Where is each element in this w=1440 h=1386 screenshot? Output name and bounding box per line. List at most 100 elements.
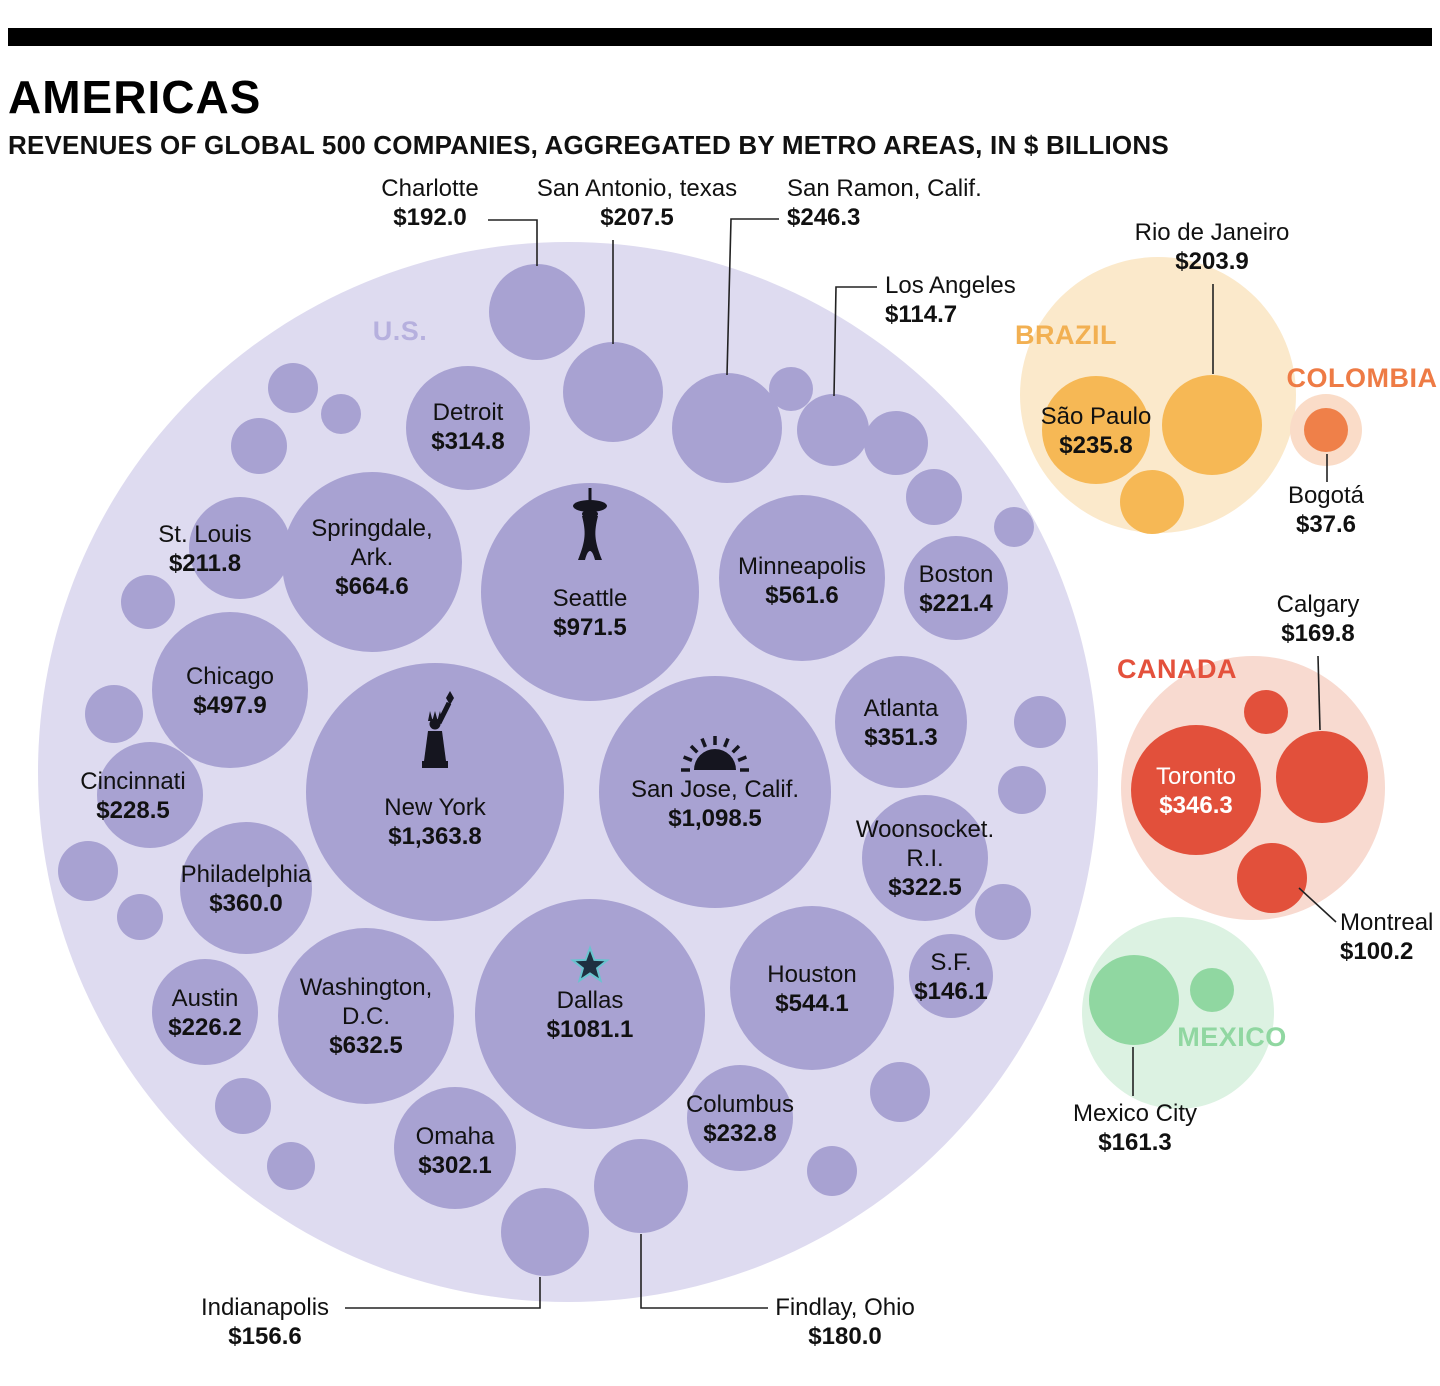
bubble-name-chicago: Chicago — [186, 663, 274, 690]
group-label-mexico: MEXICO — [1177, 1022, 1287, 1052]
bubble-boston — [904, 536, 1008, 640]
leader-line-indianapolis — [345, 1277, 541, 1309]
bubble-unlabeled — [998, 766, 1046, 814]
bubble-houston — [730, 906, 894, 1070]
bubble-name-montreal: Montreal — [1340, 909, 1433, 936]
bubble-name-philadelphia: Philadelphia — [181, 861, 312, 888]
bubble-value-san-jose-calif: $1,098.5 — [668, 805, 761, 832]
bubble-unlabeled — [117, 894, 163, 940]
bubble-value-s-o-paulo: $235.8 — [1059, 432, 1132, 459]
group-label-us: U.S. — [373, 316, 428, 346]
bubble-value-bogot: $37.6 — [1296, 511, 1356, 538]
bubble-name-bogot: Bogotá — [1288, 482, 1365, 509]
bubble-name-washington-d-c: Washington, — [300, 974, 433, 1001]
bubble-unlabeled — [1120, 470, 1184, 534]
bubble-unlabeled — [231, 418, 287, 474]
bubble-bogot — [1304, 408, 1348, 452]
bubble-philadelphia — [180, 822, 312, 954]
bubble-name-austin: Austin — [172, 985, 239, 1012]
bubble-name-detroit: Detroit — [433, 399, 504, 426]
bubble-value-columbus: $232.8 — [703, 1120, 776, 1147]
bubble-unlabeled — [121, 575, 175, 629]
bubble-name-los-angeles: Los Angeles — [885, 272, 1016, 299]
bubble-unlabeled — [906, 469, 962, 525]
bubble-value-springdale-ark: $664.6 — [335, 573, 408, 600]
bubble-columbus — [687, 1065, 793, 1171]
bubble-value-detroit: $314.8 — [431, 428, 504, 455]
bubble-detroit — [406, 366, 530, 490]
bubble-value-houston: $544.1 — [775, 990, 848, 1017]
bubble-woonsocket-r-i — [862, 795, 988, 921]
bubble-name-dallas: Dallas — [557, 987, 624, 1014]
bubble-value-chicago: $497.9 — [193, 692, 266, 719]
bubble-name-new-york: New York — [384, 794, 486, 821]
bubble-value-charlotte: $192.0 — [393, 204, 466, 231]
bubble-value-los-angeles: $114.7 — [885, 301, 957, 328]
bubble-value-philadelphia: $360.0 — [209, 890, 282, 917]
bubble-indianapolis — [501, 1188, 589, 1276]
group-label-brazil: BRAZIL — [1015, 320, 1117, 350]
bubble-calgary — [1276, 731, 1368, 823]
bubble-name-boston: Boston — [919, 561, 994, 588]
bubble-name-calgary: Calgary — [1277, 591, 1360, 618]
bubble-name-seattle: Seattle — [553, 585, 628, 612]
bubble-name-atlanta: Atlanta — [864, 695, 939, 722]
bubble-dallas — [475, 899, 705, 1129]
bubble-value-austin: $226.2 — [168, 1014, 241, 1041]
bubble-value-indianapolis: $156.6 — [228, 1323, 301, 1350]
bubble-value-atlanta: $351.3 — [864, 724, 937, 751]
leader-line-findlay-ohio — [640, 1234, 768, 1309]
bubble-toronto — [1131, 725, 1261, 855]
bubble-st-louis — [189, 497, 291, 599]
leader-line-charlotte — [488, 219, 538, 266]
bubble-name-san-ramon-calif: San Ramon, Calif. — [787, 175, 982, 202]
page-title: AMERICAS — [8, 71, 262, 123]
bubble-name-cincinnati: Cincinnati — [80, 768, 185, 795]
bubble-seattle — [481, 483, 699, 701]
bubble-value-boston: $221.4 — [919, 590, 993, 617]
bubble-rio-de-janeiro — [1162, 375, 1262, 475]
bubble-name-toronto: Toronto — [1156, 763, 1236, 790]
bubble-unlabeled — [58, 841, 118, 901]
bubble-san-ramon-calif — [672, 373, 782, 483]
bubble-unlabeled — [864, 411, 928, 475]
statue-of-liberty-icon — [422, 691, 454, 768]
bubble-name-san-jose-calif: San Jose, Calif. — [631, 776, 799, 803]
group-label-canada: CANADA — [1117, 654, 1237, 684]
bubble-minneapolis — [719, 495, 885, 661]
bubble-name-s-f: S.F. — [930, 949, 971, 976]
bubble-value-washington-d-c: $632.5 — [329, 1032, 402, 1059]
bubble-value-woonsocket-r-i: $322.5 — [888, 874, 961, 901]
bubble-unlabeled — [215, 1078, 271, 1134]
bubble-name-woonsocket-r-i: R.I. — [906, 845, 943, 872]
leader-line-calgary — [1317, 655, 1321, 731]
leader-line-san-ramon-calif — [726, 218, 779, 376]
bubble-name-rio-de-janeiro: Rio de Janeiro — [1135, 219, 1290, 246]
bubble-value-new-york: $1,363.8 — [388, 823, 481, 850]
bubble-s-f — [909, 934, 993, 1018]
bubble-value-s-f: $146.1 — [914, 978, 987, 1005]
bubble-name-houston: Houston — [767, 961, 856, 988]
bubble-name-indianapolis: Indianapolis — [201, 1294, 329, 1321]
bubble-value-montreal: $100.2 — [1340, 938, 1413, 965]
bubble-unlabeled — [321, 394, 361, 434]
header-rule — [8, 28, 1432, 46]
bubble-unlabeled — [267, 1142, 315, 1190]
bubble-value-seattle: $971.5 — [553, 614, 626, 641]
bubble-value-omaha: $302.1 — [418, 1152, 491, 1179]
bubble-name-minneapolis: Minneapolis — [738, 553, 866, 580]
bubble-value-san-antonio-texas: $207.5 — [600, 204, 673, 231]
bubble-name-mexico-city: Mexico City — [1073, 1100, 1197, 1127]
bubble-value-calgary: $169.8 — [1281, 620, 1354, 647]
space-needle-icon — [573, 488, 607, 560]
bubble-value-minneapolis: $561.6 — [765, 582, 838, 609]
bubble-value-rio-de-janeiro: $203.9 — [1175, 248, 1248, 275]
bubble-value-san-ramon-calif: $246.3 — [787, 204, 860, 231]
group-label-colombia: COLOMBIA — [1287, 363, 1438, 393]
bubble-name-san-antonio-texas: San Antonio, texas — [537, 175, 737, 202]
bubble-unlabeled — [769, 367, 813, 411]
bubble-value-mexico-city: $161.3 — [1098, 1129, 1171, 1156]
